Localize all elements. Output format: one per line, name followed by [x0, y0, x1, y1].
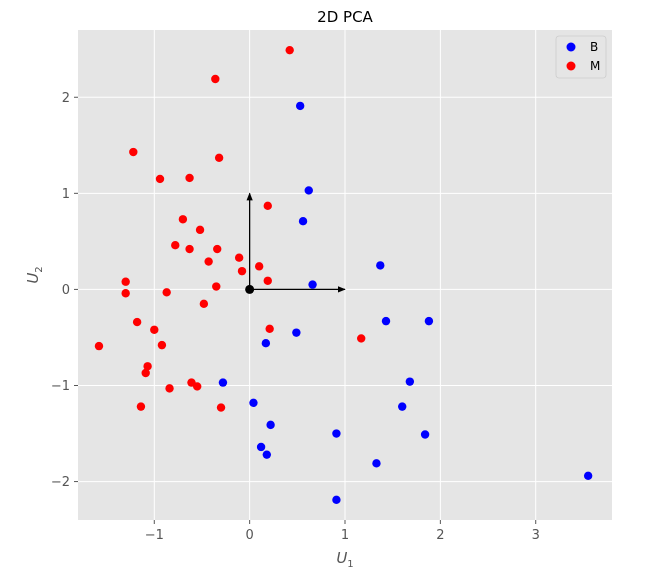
data-point-m [263, 201, 272, 211]
data-point-m [141, 368, 150, 378]
data-point-m [132, 317, 142, 327]
data-point-b [256, 442, 266, 452]
data-point-b [332, 495, 341, 505]
data-point-m [171, 241, 180, 250]
component-arrows [245, 192, 346, 294]
data-point-b [298, 216, 308, 226]
data-point-b [332, 429, 341, 438]
data-point-b [376, 261, 385, 270]
data-points [94, 45, 593, 505]
legend-label-b: B [590, 40, 598, 54]
x-tick-label: 2 [436, 528, 444, 543]
data-point-m [254, 262, 264, 271]
data-point-b [308, 280, 317, 289]
x-tick-label: 3 [532, 528, 540, 543]
data-point-m [94, 341, 104, 351]
data-point-b [405, 377, 415, 386]
data-point-m [136, 402, 146, 411]
data-point-m [185, 244, 194, 254]
x-tick-label: −1 [145, 528, 164, 543]
y-tick-label: −2 [51, 475, 70, 490]
data-point-m [357, 334, 366, 343]
data-point-b [261, 339, 271, 348]
data-point-m [199, 299, 209, 309]
data-point-m [211, 74, 220, 84]
data-point-m [121, 289, 130, 298]
data-point-m [129, 147, 138, 157]
data-point-b [292, 328, 301, 337]
y-tick-label: −1 [51, 379, 70, 394]
data-point-m [178, 215, 188, 224]
data-point-b [295, 101, 305, 111]
x-tick-label: 0 [246, 528, 254, 543]
data-point-m [155, 174, 165, 184]
y-axis-label: U2 [24, 266, 45, 283]
data-point-m [237, 266, 247, 276]
data-point-b [218, 378, 228, 387]
data-point-m [212, 282, 221, 291]
data-point-m [213, 244, 222, 254]
legend-marker-m [566, 61, 576, 71]
data-point-b [266, 420, 275, 430]
chart-title: 2D PCA [317, 8, 373, 26]
data-point-b [398, 402, 407, 411]
data-point-m [265, 324, 274, 334]
data-point-m [157, 340, 167, 350]
data-point-m [204, 257, 213, 266]
x-axis-label: U1 [336, 549, 353, 570]
data-point-m [263, 276, 272, 285]
data-point-m [162, 288, 171, 297]
legend: B M [555, 35, 607, 79]
origin-point [245, 284, 255, 294]
x-tick-label: 1 [341, 528, 349, 543]
data-point-m [285, 45, 294, 55]
data-point-b [372, 459, 381, 468]
data-point-b [424, 316, 434, 326]
data-point-b [583, 471, 593, 481]
data-point-m [216, 403, 226, 412]
data-point-m [192, 382, 202, 391]
data-point-m [143, 362, 152, 371]
data-point-m [150, 325, 159, 334]
data-point-m [234, 253, 244, 262]
data-point-b [304, 186, 313, 195]
legend-marker-b [566, 42, 576, 52]
data-point-b [249, 398, 258, 407]
data-point-m [185, 173, 194, 183]
data-point-m [195, 225, 205, 235]
y-tick-label: 0 [62, 283, 70, 298]
legend-label-m: M [590, 59, 600, 73]
data-point-b [420, 430, 430, 439]
data-point-m [121, 277, 130, 286]
y-tick-label: 2 [62, 91, 70, 106]
tick-labels: −1 0 1 2 3 −2 −1 0 1 2 [51, 91, 540, 543]
data-point-b [262, 450, 272, 459]
y-tick-label: 1 [62, 187, 70, 202]
data-point-m [214, 153, 224, 162]
data-point-b [381, 316, 391, 326]
data-point-m [165, 384, 174, 393]
